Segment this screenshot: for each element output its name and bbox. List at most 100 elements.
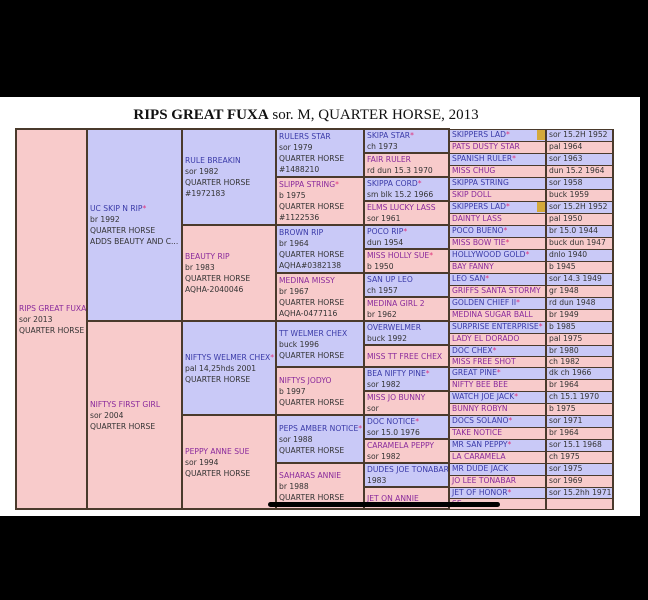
gen5-ancestor-cell: SKIPA STAR* ch 1973 (363, 128, 450, 154)
horse-name-link[interactable]: SKIPPERS LAD* (452, 130, 510, 139)
horse-name-link[interactable]: POCO RIP* (367, 227, 408, 236)
gen6-ancestor-cell: POCO BUENO* (448, 224, 547, 238)
horse-name-link[interactable]: MR SAN PEPPY* (452, 440, 512, 449)
horse-name-link[interactable]: GOLDEN CHIEF II* (452, 298, 520, 307)
star-marker: * (507, 487, 512, 497)
horse-name-link[interactable]: NIFTYS FIRST GIRL (90, 399, 161, 409)
horse-name-link[interactable]: SPANISH RULER* (452, 154, 516, 163)
ancestor-detail: br 1962 (367, 310, 397, 319)
horse-name-link[interactable]: MISS TT FREE CHEX (367, 351, 443, 361)
gen4-ancestor-cell: RULERS STAR sor 1979 QUARTER HORSE #1488210 (275, 128, 365, 178)
horse-name-link[interactable]: WATCH JOE JACK* (452, 392, 518, 401)
horse-name-link[interactable]: SKIP DOLL (452, 190, 492, 199)
horse-name-link[interactable]: SAHARAS ANNIE (279, 470, 342, 480)
gen6-detail-cell: rd dun 1948 (545, 296, 614, 310)
horse-name-link[interactable]: ELMS LUCKY LASS (367, 203, 436, 212)
ancestor-detail: QUARTER HORSE (90, 421, 156, 431)
horse-name-link[interactable]: MISS BOW TIE* (452, 238, 510, 247)
ancestor-detail: br 1983 (185, 263, 215, 272)
horse-name-link[interactable]: BAY FANNY (452, 262, 494, 271)
horse-name-link[interactable]: NIFTYS WELMER CHEX* (185, 352, 275, 362)
gen6-ancestor-cell: GREAT PINE* (448, 366, 547, 380)
horse-name-link[interactable]: SLIPPA STRING* (279, 180, 339, 189)
gen6-ancestor-cell: GOLDEN CHIEF II* (448, 296, 547, 310)
horse-name-link[interactable]: LEO SAN* (452, 274, 490, 283)
star-marker: * (485, 274, 490, 283)
horse-name-link[interactable]: RULERS STAR (279, 132, 331, 141)
horse-name-link[interactable]: NIFTY BEE BEE (452, 380, 508, 389)
pedigree-row: RIPS GREAT FUXA sor 2013 QUARTER HORSE UC S… (15, 128, 614, 510)
horse-name-link[interactable]: TT WELMER CHEX (279, 328, 348, 338)
horse-name-link[interactable]: TAKE NOTICE (452, 428, 503, 437)
horse-name-link[interactable]: DOC NOTICE* (367, 417, 419, 426)
horse-name-link[interactable]: PEPS AMBER NOTICE* (279, 423, 363, 433)
horse-name-link[interactable]: NIFTYS JODYO (279, 375, 332, 385)
horse-name-link[interactable]: SURPRISE ENTERPRISE* (452, 322, 543, 331)
pedigree-table: RIPS GREAT FUXA sor 2013 QUARTER HORSE UC S… (15, 128, 614, 510)
star-marker: * (270, 352, 275, 362)
horse-name-link[interactable]: UC SKIP N RIP* (90, 204, 147, 213)
gen6-detail-cell: br 1949 (545, 308, 614, 322)
horse-name-link[interactable]: MISS CHUG (452, 166, 496, 175)
ancestor-detail: dun 1954 (367, 238, 404, 247)
gen6-detail-cell: pal 1975 (545, 332, 614, 346)
horse-name-link[interactable]: JET ON ANNIE (367, 493, 419, 503)
horse-name-link[interactable]: SKIPPA CORD* (367, 179, 422, 188)
gen6-ancestor-cell: MR DUDE JACK (448, 462, 547, 476)
ancestor-detail: 1983 (367, 476, 387, 485)
horse-name-link[interactable]: POCO BUENO* (452, 226, 508, 235)
horse-name-link[interactable]: MISS JO BUNNY (367, 393, 426, 402)
gen3-ancestor-cell: BEAUTY RIP br 1983 QUARTER HORSE AQHA-20400… (181, 224, 277, 322)
horse-name-link[interactable]: MEDINA SUGAR BALL (452, 310, 533, 319)
horse-name-link[interactable]: FAIR RULER (367, 155, 411, 164)
horse-name-link[interactable]: GREAT PINE* (452, 368, 501, 377)
horse-name-link[interactable]: BUNNY ROBYN (452, 404, 508, 413)
horse-name-link[interactable]: LA CARAMELA (452, 452, 506, 461)
horse-name-link[interactable]: DAINTY LASS (452, 214, 502, 223)
star-marker: * (496, 368, 501, 377)
pedigree-row: NIFTYS JODYO b 1997 QUARTER HORSE BEA NIFTY… (16, 366, 614, 416)
horse-name-link[interactable]: DUDES JOE TONABAR (367, 465, 449, 474)
horse-name-link[interactable]: PATS DUSTY STAR (452, 142, 520, 151)
gen6-detail-cell: ch 1982 (545, 355, 614, 368)
horse-name-link[interactable]: OVERWELMER (367, 323, 421, 332)
ancestor-detail: sor 1982 (367, 380, 401, 389)
horse-name-link[interactable]: PEPPY ANNE SUE (185, 446, 250, 456)
horse-name-link[interactable]: CARAMELA PEPPY (367, 441, 435, 450)
ancestor-detail: sor 2004 (90, 410, 124, 420)
horse-name-link[interactable]: LADY EL DORADO (452, 334, 520, 343)
horse-name-link[interactable]: BROWN RIP (279, 228, 324, 237)
ancestor-detail: br 1988 (279, 481, 309, 491)
gold-marker-icon (537, 130, 544, 140)
gen6-detail-cell: ch 15.1 1970 (545, 390, 614, 404)
gen6-detail-cell: pal 1950 (545, 212, 614, 226)
horse-name-link[interactable]: RULE BREAKIN (185, 156, 241, 165)
horse-name-link[interactable]: DOC CHEX* (452, 345, 497, 355)
horse-name-link[interactable]: SKIPPA STRING (452, 178, 509, 187)
gen6-ancestor-cell: GRIFFS SANTA STORMY (448, 284, 547, 298)
horse-name-link[interactable]: GRIFFS SANTA STORMY (452, 286, 541, 295)
redaction-scribble (268, 502, 500, 507)
horse-name-link[interactable]: SKIPA STAR* (367, 131, 414, 140)
gen5-ancestor-cell: CARAMELA PEPPY sor 1982 (363, 438, 450, 464)
horse-name-link[interactable]: JET OF HONOR* (452, 487, 512, 497)
ancestor-detail: ch 1957 (367, 286, 398, 295)
horse-name-link[interactable]: MISS HOLLY SUE* (367, 251, 434, 260)
horse-name-link[interactable]: SAN UP LEO (367, 275, 413, 284)
ancestor-detail: sor 1982 (185, 167, 219, 176)
horse-name-link[interactable]: HOLLYWOOD GOLD* (452, 250, 530, 259)
horse-name-link[interactable]: BEA NIFTY PINE* (367, 369, 430, 378)
horse-name-link[interactable]: MEDINA GIRL 2 (367, 299, 425, 308)
horse-name-link[interactable]: SKIPPERS LAD* (452, 202, 510, 211)
ancestor-detail: QUARTER HORSE (279, 397, 345, 407)
gen6-ancestor-cell: HOLLYWOOD GOLD* (448, 248, 547, 262)
horse-name-link[interactable]: BEAUTY RIP (185, 252, 230, 261)
gen6-detail-cell: pal 1964 (545, 140, 614, 154)
horse-name-link[interactable]: RIPS GREAT FUXA (19, 303, 87, 313)
horse-name-link[interactable]: MR DUDE JACK (452, 464, 509, 473)
horse-name-link[interactable]: DOCS SOLANO* (452, 416, 513, 425)
horse-name-link[interactable]: MEDINA MISSY (279, 276, 335, 285)
ancestor-detail: QUARTER HORSE (279, 350, 345, 360)
horse-name-link[interactable]: MISS FREE SHOT (452, 356, 516, 366)
horse-name-link[interactable]: JO LEE TONABAR (452, 476, 517, 485)
